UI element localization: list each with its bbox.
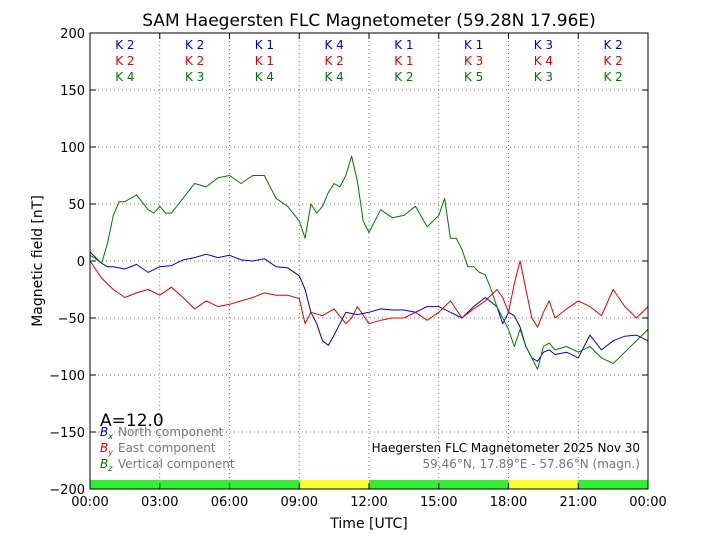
k-index-value: K 1 (255, 38, 274, 52)
k-index-value: K 2 (603, 38, 622, 52)
series-line-bz (89, 155, 649, 370)
k-index-value: K 4 (534, 54, 553, 68)
y-tick-label: −200 (49, 483, 85, 498)
y-tick-label: 100 (60, 141, 85, 156)
k-index-value: K 4 (324, 70, 343, 84)
k-index-value: K 3 (534, 38, 553, 52)
series-line-bx (89, 251, 649, 362)
x-tick-label: 03:00 (141, 495, 178, 510)
y-axis-label: Magnetic field [nT] (30, 195, 46, 327)
y-tick-label: 200 (60, 27, 85, 42)
activity-segment (578, 479, 648, 489)
k-index-value: K 2 (115, 54, 134, 68)
y-tick-label: 0 (77, 255, 85, 270)
y-tick-labels: 200 150 100 50 0 −50 −100 −150 −200 (49, 27, 85, 498)
k-index-value: K 1 (394, 38, 413, 52)
k-index-value: K 2 (394, 70, 413, 84)
legend-label: North component (118, 425, 224, 439)
k-index-table: K 2 K 2 K 1 K 4 K 1 K 1 K 3 K 2 K 2 K 2 K 1 K 2 K 1 K… (115, 38, 623, 84)
legend-symbol: Bx (100, 425, 113, 441)
k-index-value: K 3 (185, 70, 204, 84)
series-lines (89, 155, 649, 370)
x-tick-label: 09:00 (281, 495, 318, 510)
y-tick-label: 50 (68, 198, 85, 213)
k-index-value: K 2 (603, 54, 622, 68)
k-index-value: K 2 (185, 54, 204, 68)
x-axis-label: Time [UTC] (329, 516, 407, 532)
legend-label: Vertical component (118, 457, 235, 471)
grid-lines (90, 33, 648, 489)
k-index-value: K 1 (255, 54, 274, 68)
x-tick-label: 15:00 (420, 495, 457, 510)
k-index-value: K 2 (115, 38, 134, 52)
x-tick-label: 18:00 (490, 495, 527, 510)
x-tick-label: 00:00 (71, 495, 108, 510)
x-tick-labels: 00:00 03:00 06:00 09:00 12:00 15:00 18:00 21:00… (71, 495, 666, 510)
legend-label: East component (118, 441, 216, 455)
series-line-by (89, 260, 649, 328)
k-index-value: K 4 (115, 70, 134, 84)
info-line-2: 59.46°N, 17.89°E - 57.86°N (magn.) (423, 457, 640, 471)
axis-ticks (89, 32, 649, 490)
k-index-value: K 5 (464, 70, 483, 84)
a-index-label: A=12.0 (100, 411, 164, 431)
y-tick-label: −150 (49, 426, 85, 441)
x-tick-label: 06:00 (211, 495, 248, 510)
k-index-value: K 1 (464, 38, 483, 52)
y-tick-label: −100 (49, 369, 85, 384)
legend: Bx North component By East component Bz Verti… (100, 425, 235, 473)
k-index-value: K 4 (324, 38, 343, 52)
legend-symbol: By (100, 441, 113, 457)
k-index-value: K 3 (534, 70, 553, 84)
legend-symbol: Bz (100, 457, 113, 473)
k-index-value: K 2 (603, 70, 622, 84)
x-tick-label: 00:00 (629, 495, 666, 510)
y-tick-label: 150 (60, 84, 85, 99)
k-index-value: K 3 (464, 54, 483, 68)
k-index-value: K 2 (185, 38, 204, 52)
chart-title: SAM Haegersten FLC Magnetometer (59.28N … (142, 11, 596, 31)
k-index-value: K 4 (255, 70, 274, 84)
activity-segment (508, 479, 579, 489)
k-index-value: K 1 (394, 54, 413, 68)
x-tick-label: 21:00 (560, 495, 597, 510)
k-index-value: K 2 (324, 54, 343, 68)
activity-segment (299, 479, 369, 489)
info-line-1: Haegersten FLC Magnetometer 2025 Nov 30 (372, 441, 640, 455)
x-tick-label: 12:00 (350, 495, 387, 510)
y-tick-label: −50 (58, 312, 85, 327)
activity-segment (90, 479, 300, 489)
